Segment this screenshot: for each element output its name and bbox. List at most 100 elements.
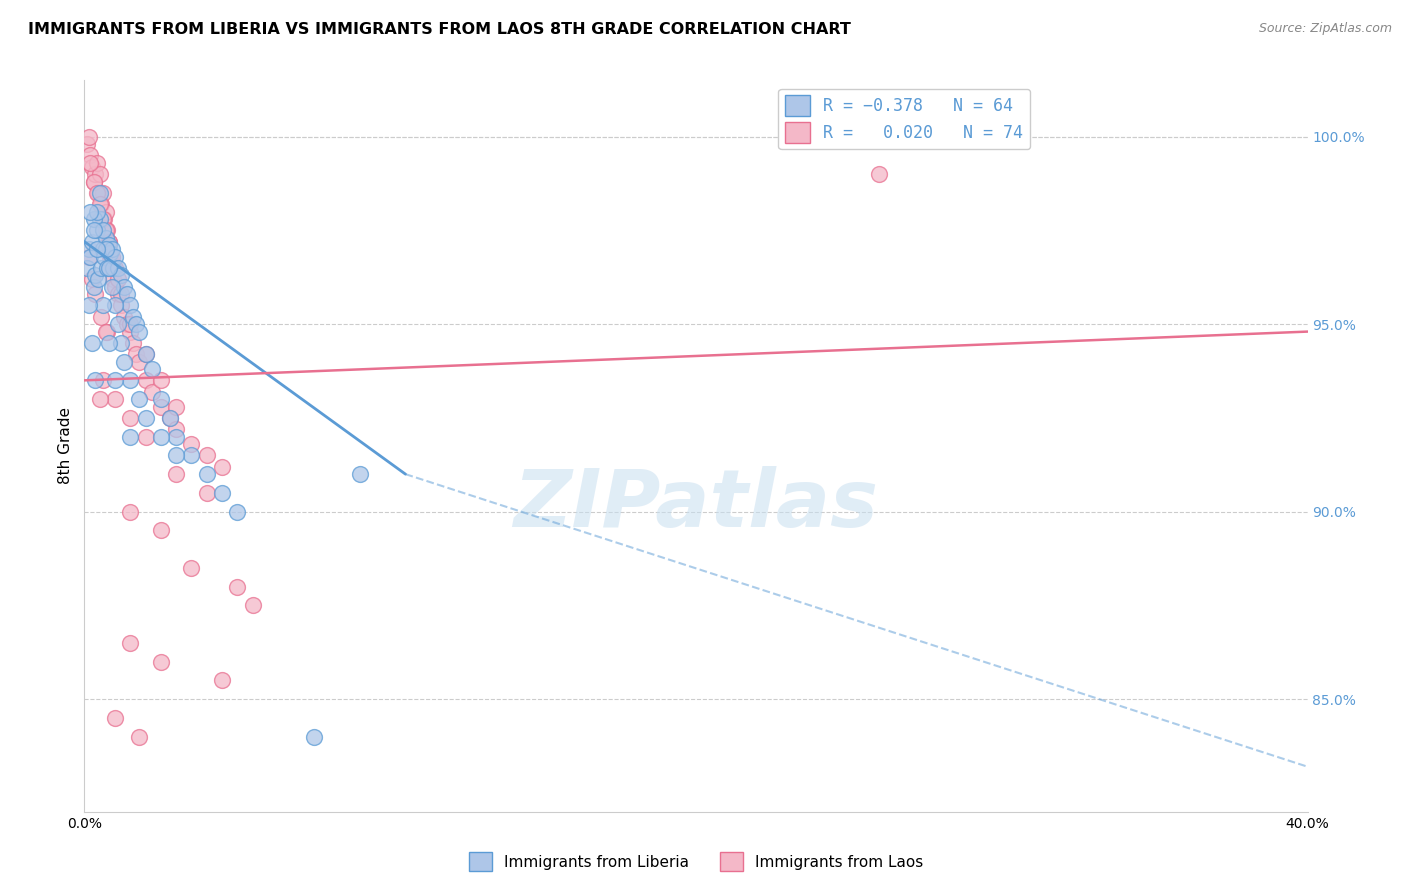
Legend: Immigrants from Liberia, Immigrants from Laos: Immigrants from Liberia, Immigrants from… [463, 847, 929, 877]
Point [149, 392, 172, 406]
Point [122, 335, 145, 350]
Point [349, 467, 371, 482]
Point [94, 223, 117, 237]
Point [103, 272, 125, 286]
Point [104, 260, 127, 275]
Point [91, 212, 114, 227]
Point [149, 400, 172, 414]
Point [104, 392, 127, 406]
Point [104, 373, 127, 387]
Point [96, 260, 118, 275]
Point [91, 223, 114, 237]
Point [107, 317, 129, 331]
Point [76, 260, 98, 275]
Point [128, 354, 150, 368]
Point [97, 235, 120, 249]
Point [110, 268, 132, 283]
Point [115, 287, 138, 301]
Point [120, 373, 142, 387]
Point [211, 673, 233, 688]
Point [195, 449, 218, 463]
Point [107, 287, 129, 301]
Point [149, 429, 172, 443]
Point [165, 449, 187, 463]
Point [77, 298, 100, 312]
Point [165, 422, 187, 436]
Point [79, 204, 101, 219]
Point [242, 599, 264, 613]
Point [120, 505, 142, 519]
Point [83, 175, 105, 189]
Point [77, 242, 100, 256]
Point [89, 392, 111, 406]
Point [84, 373, 107, 387]
Point [94, 204, 117, 219]
Point [104, 711, 127, 725]
Point [93, 250, 115, 264]
Point [83, 279, 105, 293]
Point [180, 437, 202, 451]
Point [86, 204, 108, 219]
Point [97, 235, 120, 249]
Point [141, 384, 163, 399]
Y-axis label: 8th Grade: 8th Grade [58, 408, 73, 484]
Point [107, 272, 129, 286]
Point [135, 347, 157, 361]
Point [91, 373, 114, 387]
Point [211, 486, 233, 500]
Point [86, 156, 108, 170]
Point [77, 250, 100, 264]
Point [180, 561, 202, 575]
Point [159, 410, 181, 425]
Point [869, 167, 891, 181]
Point [180, 449, 202, 463]
Point [110, 287, 132, 301]
Point [195, 467, 218, 482]
Point [97, 260, 120, 275]
Point [165, 467, 187, 482]
Point [97, 238, 120, 252]
Point [96, 223, 118, 237]
Point [91, 186, 114, 200]
Point [211, 459, 233, 474]
Point [79, 156, 101, 170]
Point [79, 148, 101, 162]
Point [149, 524, 172, 538]
Point [128, 392, 150, 406]
Point [83, 175, 105, 189]
Point [103, 260, 125, 275]
Point [94, 231, 117, 245]
Point [89, 167, 111, 181]
Point [141, 362, 163, 376]
Point [76, 136, 98, 151]
Point [120, 636, 142, 650]
Point [135, 373, 157, 387]
Point [80, 235, 103, 249]
Point [101, 260, 124, 275]
Point [135, 429, 157, 443]
Point [89, 186, 111, 200]
Point [98, 250, 121, 264]
Point [149, 373, 172, 387]
Point [135, 347, 157, 361]
Point [302, 730, 325, 744]
Point [96, 325, 118, 339]
Point [104, 298, 127, 312]
Point [80, 335, 103, 350]
Point [84, 287, 107, 301]
Point [159, 410, 181, 425]
Point [112, 354, 135, 368]
Point [83, 212, 105, 227]
Point [90, 260, 112, 275]
Point [125, 317, 148, 331]
Point [86, 223, 108, 237]
Point [98, 245, 121, 260]
Point [101, 279, 124, 293]
Point [77, 129, 100, 144]
Point [101, 250, 124, 264]
Point [122, 310, 145, 324]
Point [101, 242, 124, 256]
Point [86, 186, 108, 200]
Point [87, 186, 110, 200]
Text: Source: ZipAtlas.com: Source: ZipAtlas.com [1258, 22, 1392, 36]
